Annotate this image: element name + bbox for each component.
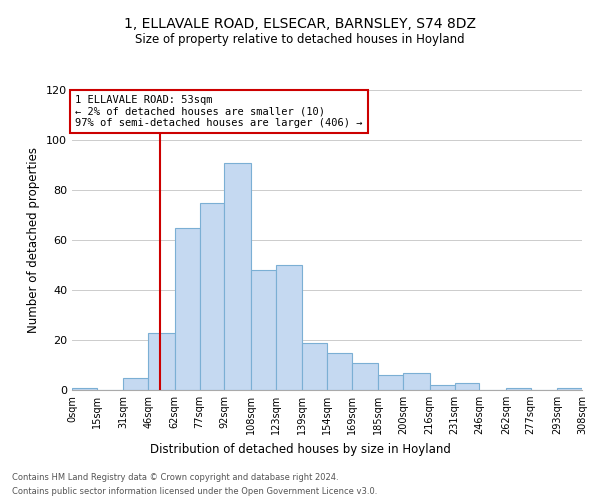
Bar <box>148 332 175 390</box>
Bar <box>72 388 97 390</box>
Bar <box>275 265 302 390</box>
Bar <box>224 162 251 390</box>
Bar <box>455 382 479 390</box>
Bar <box>124 378 148 390</box>
Bar <box>302 342 327 390</box>
Text: Size of property relative to detached houses in Hoyland: Size of property relative to detached ho… <box>135 32 465 46</box>
Bar <box>199 202 224 390</box>
Bar <box>352 362 379 390</box>
Text: Contains public sector information licensed under the Open Government Licence v3: Contains public sector information licen… <box>12 488 377 496</box>
Text: 1 ELLAVALE ROAD: 53sqm
← 2% of detached houses are smaller (10)
97% of semi-deta: 1 ELLAVALE ROAD: 53sqm ← 2% of detached … <box>76 95 363 128</box>
Bar <box>379 375 403 390</box>
Bar <box>506 388 530 390</box>
Bar <box>557 388 582 390</box>
Bar <box>175 228 199 390</box>
Text: 1, ELLAVALE ROAD, ELSECAR, BARNSLEY, S74 8DZ: 1, ELLAVALE ROAD, ELSECAR, BARNSLEY, S74… <box>124 18 476 32</box>
Text: Distribution of detached houses by size in Hoyland: Distribution of detached houses by size … <box>149 442 451 456</box>
Y-axis label: Number of detached properties: Number of detached properties <box>28 147 40 333</box>
Bar <box>251 270 275 390</box>
Text: Contains HM Land Registry data © Crown copyright and database right 2024.: Contains HM Land Registry data © Crown c… <box>12 472 338 482</box>
Bar <box>403 372 430 390</box>
Bar <box>327 352 352 390</box>
Bar <box>430 385 455 390</box>
